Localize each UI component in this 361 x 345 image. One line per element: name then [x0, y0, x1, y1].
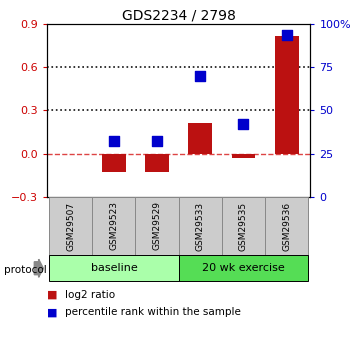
Text: GSM29523: GSM29523 — [109, 201, 118, 250]
Point — [284, 32, 290, 37]
Text: GSM29507: GSM29507 — [66, 201, 75, 250]
Text: GSM29536: GSM29536 — [282, 201, 291, 250]
Text: percentile rank within the sample: percentile rank within the sample — [65, 307, 241, 317]
Text: baseline: baseline — [91, 263, 137, 273]
Bar — [92, 197, 135, 255]
Bar — [135, 197, 179, 255]
Bar — [275, 36, 299, 154]
Title: GDS2234 / 2798: GDS2234 / 2798 — [122, 9, 236, 23]
Bar — [49, 255, 179, 281]
Text: log2 ratio: log2 ratio — [65, 290, 115, 300]
Bar — [102, 154, 126, 172]
Bar — [265, 197, 308, 255]
Text: protocol: protocol — [4, 265, 46, 275]
Bar — [188, 124, 212, 154]
Text: ■: ■ — [47, 307, 57, 317]
Bar — [232, 154, 255, 158]
Point — [197, 73, 203, 79]
Text: GSM29529: GSM29529 — [153, 201, 162, 250]
Bar — [179, 255, 308, 281]
Text: GSM29533: GSM29533 — [196, 201, 205, 250]
Bar — [222, 197, 265, 255]
Point — [111, 139, 117, 144]
Bar — [179, 197, 222, 255]
Bar — [49, 197, 92, 255]
Text: 20 wk exercise: 20 wk exercise — [202, 263, 285, 273]
Text: ■: ■ — [47, 290, 57, 300]
Point — [241, 121, 247, 127]
Bar — [145, 154, 169, 172]
Point — [154, 139, 160, 144]
Text: GSM29535: GSM29535 — [239, 201, 248, 250]
